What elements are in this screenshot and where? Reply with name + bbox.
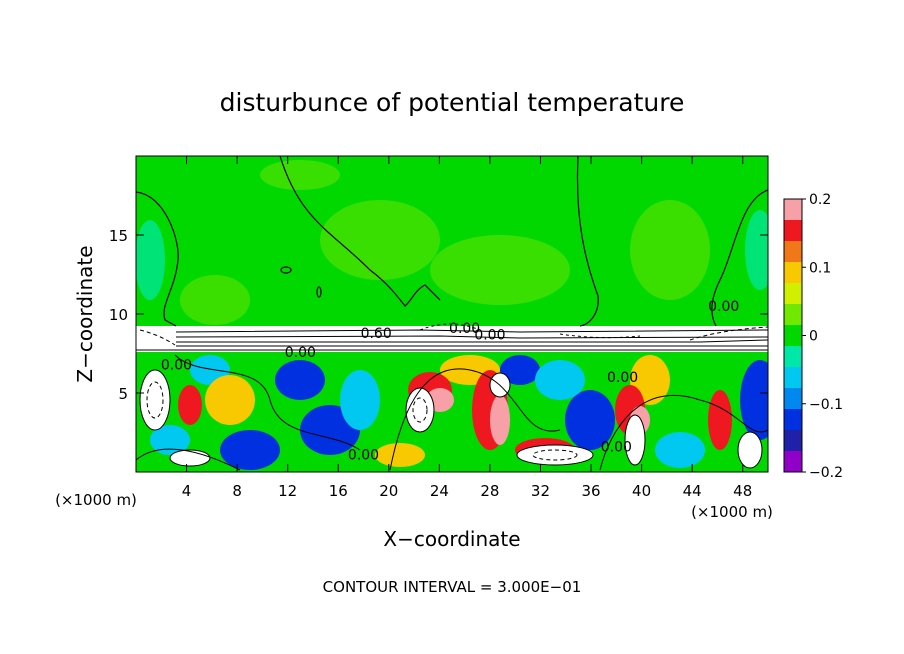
x-unit-left: (×1000 m) — [55, 491, 137, 509]
x-tick-label: 40 — [632, 482, 651, 500]
y-axis: 5 10 15 — [109, 227, 768, 403]
colorbar: 0.2 0.1 0 −0.1 −0.2 — [783, 192, 843, 481]
x-tick-label: 28 — [480, 482, 499, 500]
contour-label: 0.00 — [474, 328, 505, 344]
lower-field — [136, 352, 768, 472]
colorbar-swatch — [784, 304, 802, 326]
x-tick-label: 8 — [232, 482, 242, 500]
colorbar-swatch — [784, 283, 802, 305]
x-tick-label: 44 — [683, 482, 702, 500]
contour-label: 0.00 — [708, 299, 739, 315]
colorbar-swatch — [784, 346, 802, 368]
colorbar-tick-label: 0 — [809, 329, 818, 345]
y-tick-label: 5 — [118, 385, 128, 403]
contour-label: 0.00 — [285, 345, 316, 361]
y-tick-label: 15 — [109, 227, 128, 245]
x-axis: 4 8 12 16 20 24 28 32 36 40 44 48 — [182, 156, 752, 500]
cyan-patches — [150, 355, 705, 468]
y-axis-label: Z−coordinate — [73, 245, 97, 382]
colorbar-swatch — [784, 388, 802, 410]
chart-title: disturbunce of potential temperature — [220, 88, 685, 117]
colorbar-swatch — [784, 220, 802, 242]
x-tick-label: 48 — [733, 482, 752, 500]
x-tick-label: 20 — [379, 482, 398, 500]
colorbar-swatch — [784, 409, 802, 431]
colorbar-swatch — [784, 199, 802, 221]
plot-area — [136, 156, 768, 472]
colorbar-swatch — [784, 367, 802, 389]
zero-contours — [136, 354, 768, 471]
yellow-patches — [205, 355, 670, 467]
x-axis-label: X−coordinate — [383, 527, 520, 551]
y-tick-label: 10 — [109, 306, 128, 324]
colorbar-swatch — [784, 241, 802, 263]
x-tick-label: 32 — [531, 482, 550, 500]
blue-patches — [220, 355, 768, 470]
dashed-contours — [146, 381, 578, 461]
contour-label: 0.00 — [601, 440, 632, 456]
band-contours — [136, 323, 768, 351]
colorbar-tick-label: −0.2 — [809, 465, 843, 481]
colorbar-swatch — [784, 430, 802, 452]
colorbar-swatch — [784, 262, 802, 284]
contour-label: 0.00 — [348, 448, 379, 464]
contour-labels: 0.000.60 0.000.000.000.000.00 0.000.00 — [161, 299, 739, 464]
contour-label: 0.60 — [361, 326, 392, 342]
x-tick-label: 16 — [329, 482, 348, 500]
upper-patches — [180, 160, 710, 325]
x-tick-label: 36 — [581, 482, 600, 500]
contour-label: 0.00 — [161, 358, 192, 374]
x-tick-label: 24 — [430, 482, 449, 500]
colorbar-tick-label: 0.2 — [809, 192, 831, 208]
colorbar-swatch — [784, 325, 802, 347]
colorbar-swatch — [784, 451, 802, 473]
x-tick-label: 4 — [182, 482, 192, 500]
x-unit-right: (×1000 m) — [691, 503, 773, 521]
x-tick-label: 12 — [278, 482, 297, 500]
upper-patches-cyan — [136, 210, 768, 300]
upper-contours — [136, 156, 768, 327]
colorbar-tick-label: 0.1 — [809, 260, 831, 276]
colorbar-tick-label: −0.1 — [809, 397, 843, 413]
contour-label: 0.00 — [449, 321, 480, 337]
contour-label: 0.00 — [607, 370, 638, 386]
contour-interval: CONTOUR INTERVAL = 3.000E−01 — [323, 578, 582, 596]
